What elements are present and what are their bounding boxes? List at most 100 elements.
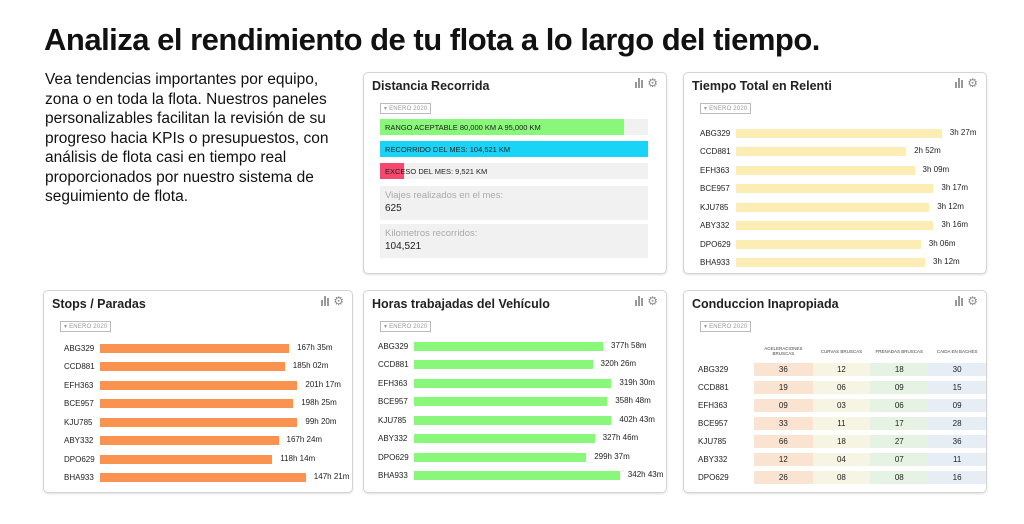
vehicle-id: ABY332 xyxy=(378,434,408,443)
vehicle-id: CCD881 xyxy=(698,383,729,392)
bar-fill xyxy=(736,128,942,138)
date-filter-label: ENERO 2020 xyxy=(709,106,748,112)
vehicle-id: KJU785 xyxy=(698,437,727,446)
panel-title: Stops / Paradas xyxy=(52,297,146,311)
distance-bar: RECORRIDO DEL MES: 104,521 KM xyxy=(380,141,648,157)
distance-bar-fill xyxy=(380,163,405,179)
table-cell: 15 xyxy=(928,381,986,394)
bar-fill xyxy=(736,221,934,230)
vehicle-id: DPO629 xyxy=(698,473,729,482)
vehicle-row: CCD881 2h 52m xyxy=(700,146,976,157)
table-cell: 66 xyxy=(754,435,813,448)
bar-fill xyxy=(414,341,603,351)
table-row: ABY332 12 04 07 11 xyxy=(696,453,986,466)
vehicle-id: ABG329 xyxy=(698,365,729,374)
bar-value: 3h 27m xyxy=(949,127,977,137)
gear-icon[interactable]: ⚙ xyxy=(967,76,978,90)
bar-value: 201h 17m xyxy=(305,379,341,389)
bar-chart-icon[interactable] xyxy=(321,296,330,306)
panel-horas-trabajadas: Horas trabajadas del Vehículo ▾ ENERO 20… xyxy=(363,290,667,493)
bar-value: 185h 02m xyxy=(292,361,329,370)
vehicle-id: ABG329 xyxy=(64,343,95,353)
bar-track: 377h 58m xyxy=(414,341,647,351)
bar-fill xyxy=(414,471,620,480)
date-filter-dropdown[interactable]: ▾ ENERO 2020 xyxy=(380,321,432,332)
bar-fill xyxy=(736,165,915,175)
bar-chart-icon[interactable] xyxy=(955,78,964,88)
vehicle-id: ABG329 xyxy=(700,128,731,138)
bar-chart-icon[interactable] xyxy=(635,296,644,306)
date-filter-dropdown[interactable]: ▾ ENERO 2020 xyxy=(60,321,112,332)
distance-bar: EXCESO DEL MES: 9,521 KM xyxy=(380,163,648,179)
panel-icons: ⚙ xyxy=(955,294,978,308)
bar-value: 3h 12m xyxy=(933,257,960,266)
table-cell: 18 xyxy=(870,363,929,376)
table-cell: 28 xyxy=(928,417,986,430)
vehicle-id: BCE957 xyxy=(700,184,730,193)
bar-value: 99h 20m xyxy=(305,416,337,426)
panel-title: Tiempo Total en Relenti xyxy=(692,79,832,93)
vehicle-id: EFH363 xyxy=(64,380,94,390)
table-cell: 03 xyxy=(812,399,871,412)
bar-value: 299h 37m xyxy=(594,451,630,461)
table-cell: 17 xyxy=(870,417,929,430)
bar-track: 147h 21m xyxy=(100,472,349,482)
vehicle-id: ABY332 xyxy=(698,455,728,464)
bar-fill xyxy=(414,415,612,425)
bar-fill xyxy=(414,397,608,406)
date-filter-dropdown[interactable]: ▾ ENERO 2020 xyxy=(380,103,432,114)
vehicle-id: CCD881 xyxy=(700,147,731,156)
vehicle-id: KJU785 xyxy=(378,415,407,425)
vehicle-id: BHA933 xyxy=(700,258,730,267)
bar-chart-icon[interactable] xyxy=(635,78,644,88)
bar-chart-icon[interactable] xyxy=(955,296,964,306)
vehicle-row: ABG329 167h 35m xyxy=(64,343,342,353)
table-cell: 11 xyxy=(928,453,986,466)
vehicle-id: BCE957 xyxy=(698,419,728,428)
table-row: BCE957 33 11 17 28 xyxy=(696,417,986,430)
table-cell: 30 xyxy=(928,363,986,376)
panel-stops-paradas: Stops / Paradas ▾ ENERO 2020 ⚙ ABG329 167h… xyxy=(43,290,353,493)
table-cell: 16 xyxy=(928,471,986,484)
vehicle-id: BHA933 xyxy=(64,473,94,482)
gear-icon[interactable]: ⚙ xyxy=(647,76,658,90)
vehicle-row: BHA933 147h 21m xyxy=(64,472,349,483)
vehicle-id: BHA933 xyxy=(378,471,408,480)
gear-icon[interactable]: ⚙ xyxy=(333,294,344,308)
vehicle-id: BCE957 xyxy=(378,397,408,406)
panel-title: Distancia Recorrida xyxy=(372,79,490,93)
bar-value: 3h 16m xyxy=(941,220,969,229)
bar-value: 167h 35m xyxy=(297,342,333,352)
bar-value: 327h 46m xyxy=(602,433,639,442)
bar-track: 3h 27m xyxy=(736,128,976,138)
vehicle-id: KJU785 xyxy=(64,417,93,427)
table-cell: 09 xyxy=(928,399,986,412)
bar-track: 3h 16m xyxy=(736,220,968,230)
date-filter-dropdown[interactable]: ▾ ENERO 2020 xyxy=(700,321,752,332)
table-cell: 19 xyxy=(754,381,813,394)
gear-icon[interactable]: ⚙ xyxy=(967,294,978,308)
bar-track: 167h 24m xyxy=(100,435,322,445)
table-cell: 12 xyxy=(754,453,813,466)
bar-track: 3h 06m xyxy=(736,239,955,249)
stat-label: Viajes realizados en el mes: xyxy=(385,190,504,201)
bar-value: 3h 06m xyxy=(928,238,956,248)
date-filter-dropdown[interactable]: ▾ ENERO 2020 xyxy=(700,103,752,114)
bar-fill xyxy=(100,436,279,445)
vehicle-id: ABY332 xyxy=(64,436,94,445)
vehicle-id: EFH363 xyxy=(700,165,730,175)
bar-fill xyxy=(414,378,612,388)
bar-track: 201h 17m xyxy=(100,380,341,390)
date-filter-label: ENERO 2020 xyxy=(69,324,108,330)
table-row: CCD881 19 06 09 15 xyxy=(696,381,986,394)
vehicle-id: CCD881 xyxy=(64,362,95,371)
panel-tiempo-relenti: Tiempo Total en Relenti ▾ ENERO 2020 ⚙ AB… xyxy=(683,72,987,274)
gear-icon[interactable]: ⚙ xyxy=(647,294,658,308)
vehicle-row: EFH363 3h 09m xyxy=(700,165,976,175)
bar-fill xyxy=(100,399,294,408)
table-cell: 18 xyxy=(812,435,871,448)
bar-fill xyxy=(736,202,930,212)
bar-value: 320h 26m xyxy=(600,359,637,368)
table-cell: 06 xyxy=(870,399,929,412)
bar-fill xyxy=(414,434,595,443)
